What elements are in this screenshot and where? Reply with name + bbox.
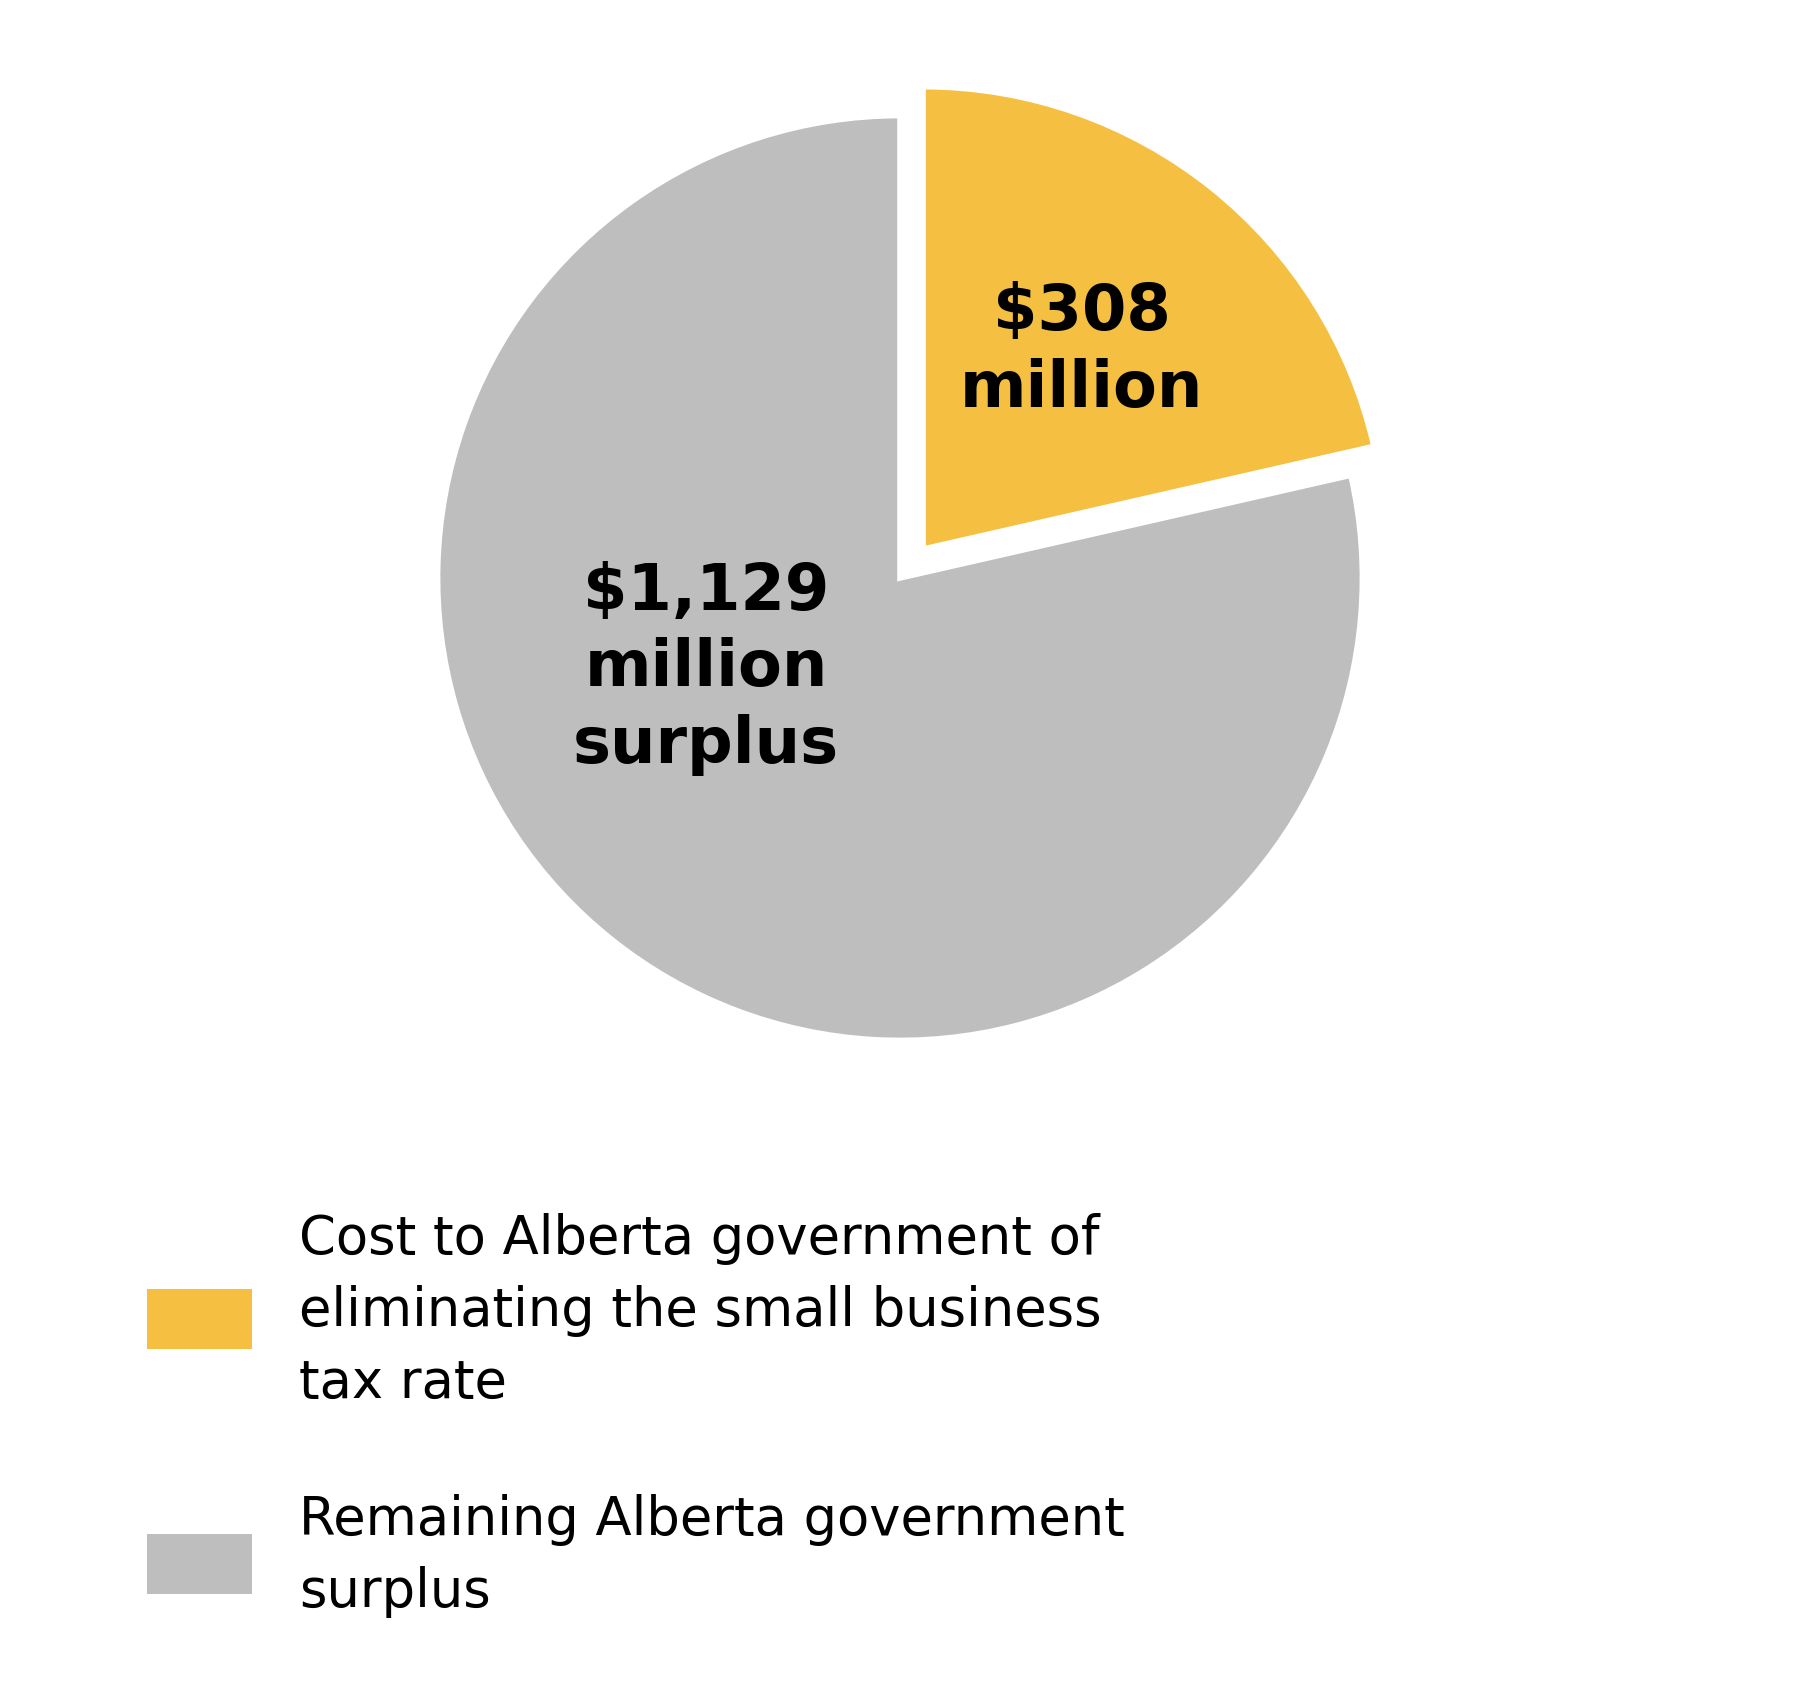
FancyBboxPatch shape xyxy=(148,1289,252,1350)
Text: Cost to Alberta government of
eliminating the small business
tax rate: Cost to Alberta government of eliminatin… xyxy=(299,1212,1102,1409)
Text: $308
million: $308 million xyxy=(959,280,1204,420)
Wedge shape xyxy=(437,116,1363,1040)
FancyBboxPatch shape xyxy=(148,1533,252,1595)
Text: $1,129
million
surplus: $1,129 million surplus xyxy=(572,561,839,775)
Text: Remaining Alberta government
surplus: Remaining Alberta government surplus xyxy=(299,1494,1125,1618)
Wedge shape xyxy=(923,87,1373,549)
